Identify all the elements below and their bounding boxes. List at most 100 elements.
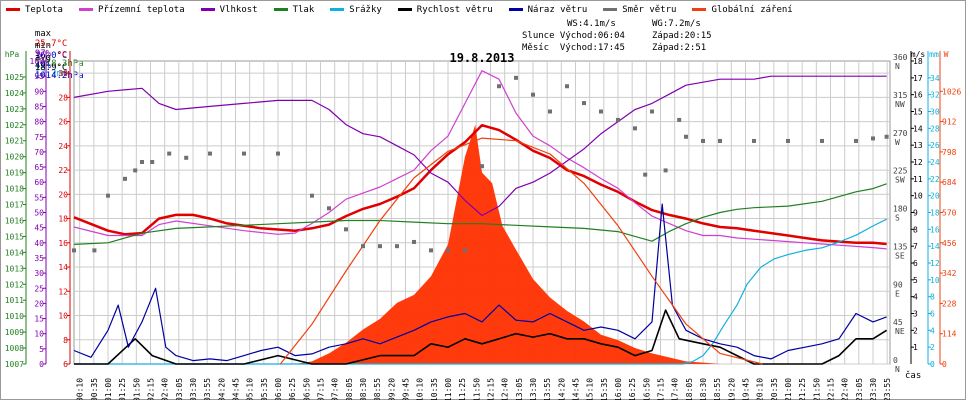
- radiation-tick-label: 0: [942, 360, 947, 369]
- x-tick-label: 18:30: [699, 378, 708, 400]
- x-tick-label: 03:30: [189, 378, 198, 400]
- temperature-tick-label: 22: [58, 166, 68, 175]
- temperature-tick-label: 6: [63, 360, 68, 369]
- x-tick-label: 06:50: [302, 378, 311, 400]
- x-tick-label: 10:10: [416, 378, 425, 400]
- wind_speed-tick-label: 18: [913, 57, 923, 66]
- wind-dir-point: [140, 160, 144, 164]
- temperature-tick-label: 26: [58, 118, 68, 127]
- wind-dir-tick-letter: W: [895, 138, 900, 147]
- wind-dir-point: [150, 160, 155, 164]
- wind-dir-point: [684, 134, 688, 139]
- humidity-tick-label: 15: [34, 315, 44, 324]
- pressure-tick-label: 1011: [5, 296, 24, 305]
- x-tick-label: 13:30: [529, 378, 538, 400]
- legend-label: Globální záření: [711, 4, 793, 15]
- wind-dir-point: [184, 155, 189, 160]
- pressure-tick-label: 1019: [5, 169, 24, 178]
- humidity-tick-label: 20: [34, 299, 44, 308]
- legend-swatch: [397, 8, 412, 11]
- humidity-tick-label: 55: [34, 193, 44, 202]
- legend-swatch: [6, 8, 20, 11]
- humidity-tick-label: 95: [34, 72, 44, 81]
- wind-dir-point: [752, 138, 756, 143]
- x-tick-label: 23:05: [855, 378, 864, 400]
- temperature-tick-label: 20: [58, 190, 68, 199]
- rain-tick-label: 4: [930, 326, 935, 335]
- info-sunrise: Slunce Východ:06:04: [522, 31, 625, 41]
- series-teoretické-záření: [279, 137, 763, 365]
- x-tick-label: 15:10: [586, 378, 595, 400]
- wind-dir-point: [599, 109, 603, 114]
- wind_speed-tick-label: 3: [913, 310, 918, 319]
- wind-dir-tick-letter: E: [895, 289, 900, 298]
- x-tick-label: 23:55: [883, 378, 892, 400]
- wind-dir-point: [786, 138, 790, 143]
- pressure-tick-label: 1015: [5, 232, 24, 241]
- wind-dir-point: [582, 101, 586, 106]
- rain-tick-label: 0: [930, 360, 935, 369]
- wind-dir-point: [820, 138, 824, 143]
- legend-label: Srážky: [349, 4, 382, 15]
- legend-item: Směr větru: [603, 5, 676, 15]
- stats-min-label: min: [34, 41, 52, 51]
- x-tick-label: 13:05: [515, 378, 524, 400]
- wind-dir-tick-label: 360: [893, 53, 908, 62]
- x-tick-label: 01:25: [118, 378, 127, 400]
- x-tick-label: 05:10: [246, 378, 255, 400]
- x-tick-label: 21:25: [798, 378, 807, 400]
- x-tick-label: 08:55: [373, 378, 382, 400]
- legend-item: Tlak: [273, 4, 315, 15]
- wind-dir-point: [412, 239, 416, 244]
- radiation-tick-label: 912: [942, 118, 957, 127]
- wind_speed-tick-label: 7: [913, 242, 918, 251]
- humidity-tick-label: 100: [30, 57, 45, 66]
- x-tick-label: 15:35: [600, 378, 609, 400]
- legend-item: Přízemní teplota: [78, 5, 185, 15]
- legend-item: Rychlost větru: [397, 4, 493, 15]
- humidity-tick-label: 80: [34, 118, 44, 127]
- radiation-tick-label: 798: [942, 148, 957, 157]
- x-tick-label: 20:35: [770, 378, 779, 400]
- pressure-tick-label: 1021: [5, 137, 24, 146]
- stats-min-humidity: 49%: [34, 61, 52, 71]
- wind-dir-tick-letter: N: [895, 365, 900, 374]
- humidity-tick-label: 60: [34, 178, 44, 187]
- pressure-tick-label: 1018: [5, 185, 24, 194]
- wind_speed-tick-label: 12: [913, 158, 923, 167]
- temperature-tick-label: 30: [58, 69, 68, 78]
- series-náraz-větru: [73, 203, 887, 362]
- humidity-tick-label: 30: [34, 269, 44, 278]
- x-tick-label: 23:30: [869, 378, 878, 400]
- radiation-tick-label: 456: [942, 239, 957, 248]
- legend-label: Rychlost větru: [416, 4, 493, 15]
- x-tick-label: 17:15: [657, 378, 666, 400]
- info-ws: WS:4.1m/s: [567, 19, 616, 29]
- x-tick-label: 19:20: [727, 378, 736, 400]
- humidity-axis-unit: %: [38, 50, 43, 59]
- pressure-tick-label: 1014: [5, 248, 24, 257]
- wind-dir-point: [361, 244, 365, 249]
- pressure-tick-label: 1022: [5, 121, 24, 130]
- pressure-tick-label: 1007: [5, 360, 24, 369]
- series-vlhkost: [73, 75, 887, 217]
- wind-dir-tick-label: 135: [893, 242, 908, 251]
- wind-dir-tick-label: 270: [893, 129, 908, 138]
- rain-tick-label: 30: [930, 108, 940, 117]
- wind_speed-tick-label: 14: [913, 124, 923, 133]
- wind-dir-tick-label: 315: [893, 91, 908, 100]
- x-tick-label: 03:55: [203, 378, 212, 400]
- x-tick-label: 11:00: [444, 378, 453, 400]
- stats-min-pressure: 1014.2hPa: [34, 71, 84, 81]
- wind-dir-point: [871, 136, 875, 141]
- x-tick-label: 00:35: [90, 378, 99, 400]
- legend-label: Tlak: [292, 4, 315, 15]
- wind_speed-tick-label: 4: [913, 293, 918, 302]
- stats-max-label: max: [34, 29, 52, 39]
- temperature-tick-label: 8: [63, 336, 68, 345]
- legend-item: Náraz větru: [508, 5, 587, 15]
- stats-max-temp: 25.7°C: [34, 39, 68, 49]
- stats-max-row: max 25.7°C 97% 1018.3hPa 17.2mm: [24, 19, 90, 79]
- legend-label: Směr větru: [622, 4, 677, 15]
